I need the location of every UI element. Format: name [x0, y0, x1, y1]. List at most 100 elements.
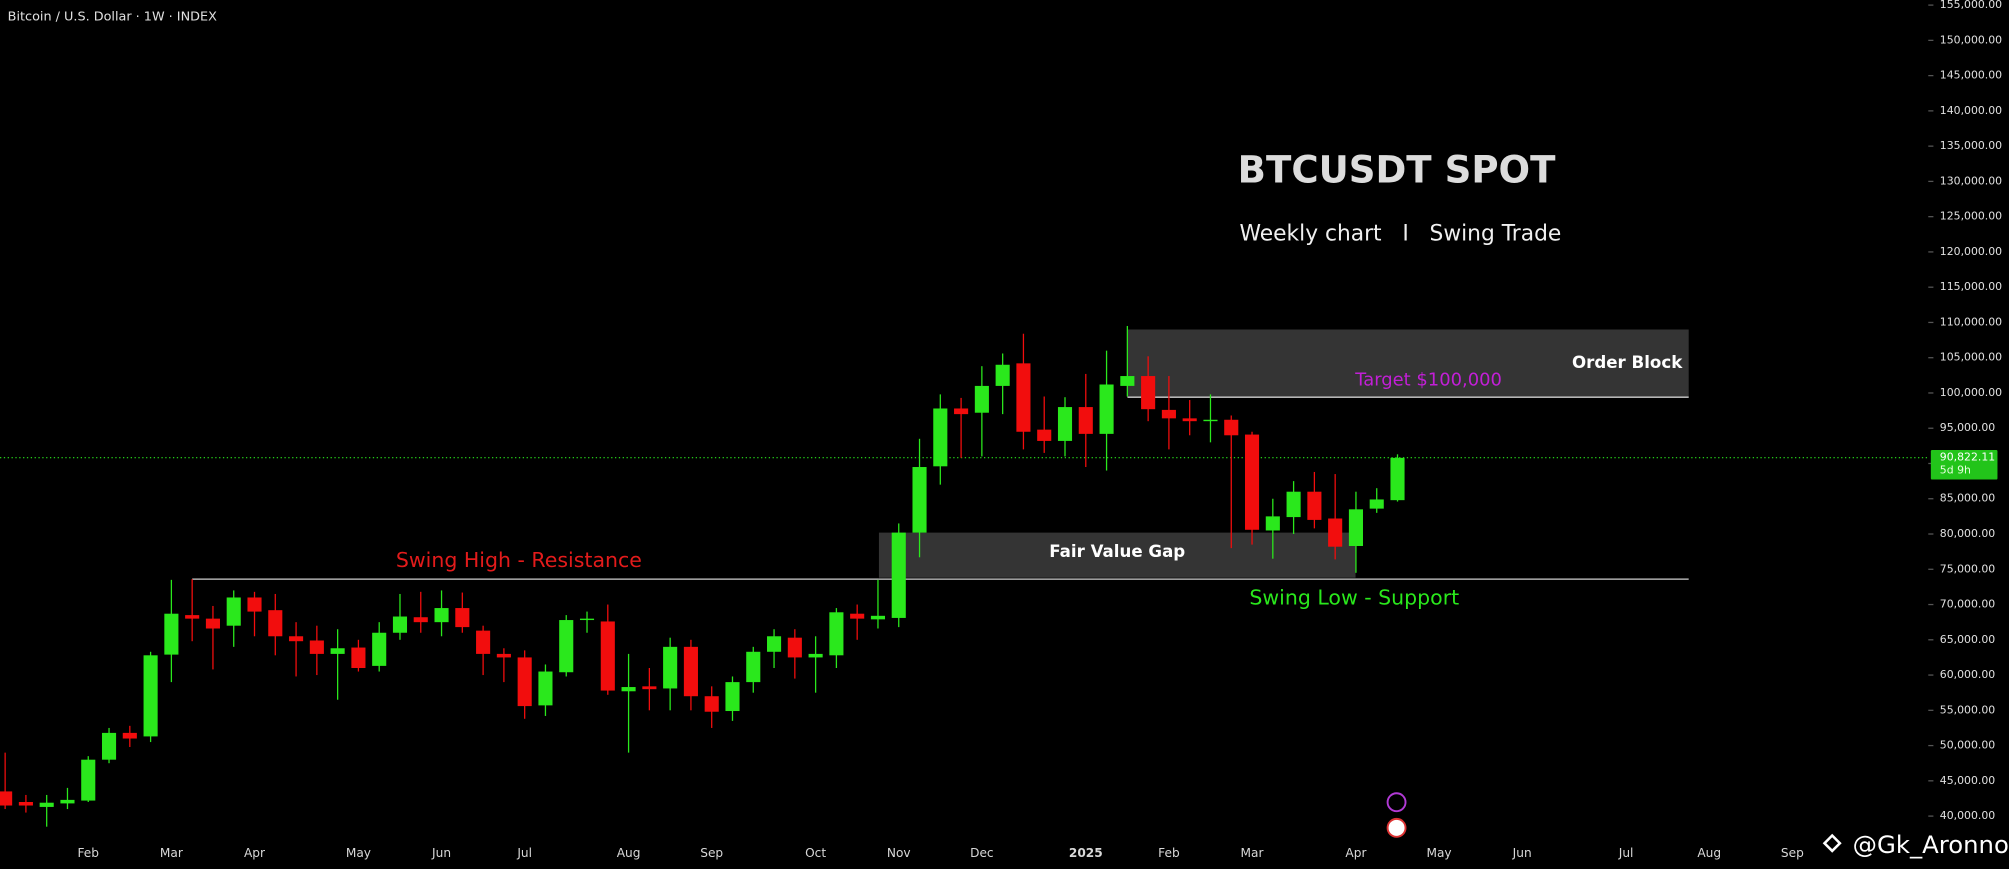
candle-body	[1161, 409, 1176, 419]
candle-body	[1078, 407, 1093, 434]
candle-body	[995, 364, 1010, 386]
y-tick-label: 50,000.00	[1940, 739, 1995, 752]
countdown: 5d 9h	[1940, 464, 1971, 477]
candle-body	[1141, 376, 1156, 410]
zone	[878, 532, 1356, 578]
watermark: @Gk_Aronno	[1853, 830, 2009, 859]
y-tick-label: 120,000.00	[1940, 245, 2002, 258]
candle-body	[226, 597, 241, 626]
candle-body	[1120, 376, 1135, 386]
x-tick-label: Feb	[1158, 846, 1180, 860]
candle-body	[247, 597, 262, 612]
candle-body	[1037, 429, 1052, 441]
candle-body	[954, 408, 969, 415]
x-tick-label: Jul	[516, 846, 532, 860]
candle-body	[476, 630, 491, 654]
candle-body	[1057, 407, 1073, 441]
y-tick-label: 110,000.00	[1940, 315, 2002, 328]
candle-body	[0, 791, 13, 806]
x-tick-label: Sep	[700, 846, 723, 860]
y-tick-label: 105,000.00	[1940, 351, 2002, 364]
candle-body	[808, 653, 823, 658]
candle-body	[704, 696, 719, 712]
candle-body	[621, 687, 636, 692]
candle-body	[1307, 491, 1322, 520]
candle-body	[39, 802, 54, 807]
x-tick-label: Mar	[1241, 846, 1264, 860]
candle-body	[579, 618, 595, 621]
candle-body	[559, 620, 574, 673]
x-tick-label: Apr	[1345, 846, 1366, 860]
x-tick-label: Sep	[1781, 846, 1804, 860]
x-tick-label: Dec	[970, 846, 994, 860]
candle-body	[434, 608, 449, 623]
level-label: Swing Low - Support	[1249, 585, 1459, 609]
watermark-logo	[1822, 833, 1842, 853]
candle-body	[81, 759, 96, 801]
candle-body	[289, 636, 304, 642]
y-tick-label: 95,000.00	[1940, 421, 1995, 434]
candle-body	[683, 646, 698, 697]
price-tag	[1930, 450, 1998, 480]
x-tick-label: Aug	[1697, 846, 1721, 860]
candle-body	[1244, 434, 1260, 530]
candle-body	[372, 632, 387, 666]
candle-body	[413, 617, 428, 623]
candle-body	[787, 637, 802, 658]
level-label: Swing High - Resistance	[396, 548, 642, 572]
candle-body	[600, 621, 615, 691]
candle-body	[309, 640, 324, 654]
icons	[1386, 792, 1407, 838]
y-tick-label: 55,000.00	[1940, 703, 1995, 716]
subheadline: Weekly chart I Swing Trade	[1240, 222, 1562, 247]
candle-body	[496, 653, 511, 658]
candle-body	[642, 686, 657, 690]
candle-body	[1265, 516, 1280, 531]
candle-body	[1099, 384, 1114, 434]
candle-body	[143, 655, 158, 737]
y-tick-label: 125,000.00	[1940, 210, 2002, 223]
candle-body	[205, 618, 220, 629]
y-tick-label: 150,000.00	[1940, 33, 2002, 46]
y-tick-label: 155,000.00	[1940, 0, 2002, 11]
y-tick-label: 135,000.00	[1940, 139, 2002, 152]
candle-body	[101, 732, 117, 760]
target-label: Target $100,000	[1354, 370, 1502, 391]
candle-body	[18, 801, 33, 806]
candle-body	[912, 467, 927, 533]
y-tick-label: 45,000.00	[1940, 774, 1995, 787]
zone-label: Fair Value Gap	[1049, 542, 1185, 561]
x-tick-label: Apr	[244, 846, 265, 860]
zone-label: Order Block	[1572, 353, 1683, 372]
candle-body	[1348, 509, 1363, 547]
zone	[1127, 329, 1689, 398]
x-tick-label: May	[1427, 846, 1452, 860]
candle-body	[164, 613, 179, 655]
candle-body	[891, 532, 906, 618]
y-tick-label: 140,000.00	[1940, 104, 2002, 117]
x-tick-label: Aug	[617, 846, 641, 860]
candle-body	[1369, 499, 1384, 509]
candle-body	[1016, 363, 1031, 432]
x-tick-label: May	[346, 846, 371, 860]
candle-body	[330, 648, 345, 654]
candle-body	[122, 732, 137, 739]
candle-body	[767, 636, 782, 652]
candle-body	[974, 385, 989, 413]
x-tick-label: Nov	[887, 846, 911, 860]
candle-body	[850, 613, 865, 619]
candle-body	[933, 408, 948, 467]
y-tick-label: 65,000.00	[1940, 633, 1995, 646]
headline: BTCUSDT SPOT	[1238, 148, 1556, 191]
x-tick-label: Jun	[431, 846, 451, 860]
candle-body	[746, 651, 761, 683]
chart-title: Bitcoin / U.S. Dollar · 1W · INDEX	[8, 9, 217, 24]
candle-body	[1286, 491, 1301, 518]
y-tick-label: 70,000.00	[1940, 598, 1995, 611]
candle-body	[538, 671, 553, 706]
x-tick-label: Oct	[805, 846, 826, 860]
candle-body	[870, 615, 886, 620]
candle-body	[455, 608, 470, 628]
